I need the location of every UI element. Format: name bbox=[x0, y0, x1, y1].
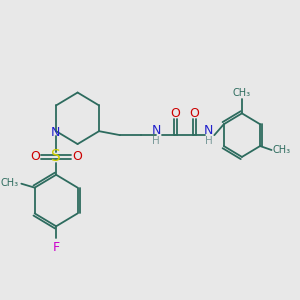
Text: F: F bbox=[52, 241, 60, 254]
Text: O: O bbox=[30, 150, 40, 164]
Text: N: N bbox=[50, 126, 60, 139]
Text: CH₃: CH₃ bbox=[1, 178, 19, 188]
Text: O: O bbox=[189, 107, 199, 120]
Text: H: H bbox=[152, 136, 160, 146]
Text: O: O bbox=[170, 107, 180, 120]
Text: CH₃: CH₃ bbox=[233, 88, 251, 98]
Text: CH₃: CH₃ bbox=[273, 145, 291, 155]
Text: O: O bbox=[72, 150, 82, 164]
Text: N: N bbox=[204, 124, 213, 137]
Text: N: N bbox=[152, 124, 161, 137]
Text: S: S bbox=[51, 149, 61, 164]
Text: H: H bbox=[205, 136, 212, 146]
